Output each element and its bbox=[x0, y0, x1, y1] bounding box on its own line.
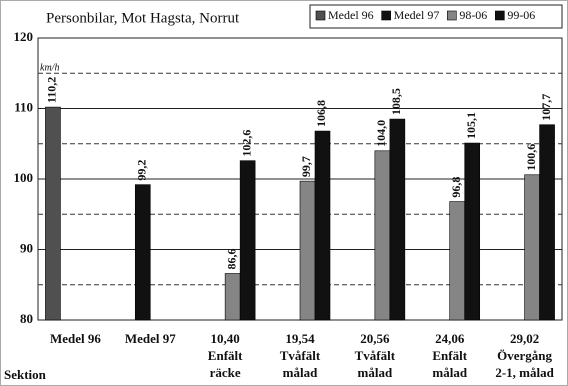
bar bbox=[45, 106, 61, 321]
bar bbox=[134, 184, 151, 321]
y-tick-label: 120 bbox=[14, 29, 34, 44]
y-tick-label: 90 bbox=[20, 240, 33, 255]
chart-title: Personbilar, Mot Hagsta, Norrut bbox=[46, 10, 240, 26]
x-tick-label: målad bbox=[283, 365, 318, 380]
legend-label: 98-06 bbox=[459, 8, 487, 22]
x-tick-label: Enfält bbox=[432, 348, 467, 363]
x-tick-label: 24,06 bbox=[435, 331, 465, 346]
x-tick-label: målad bbox=[358, 365, 393, 380]
value-label: 99,2 bbox=[135, 160, 149, 181]
x-tick-label: 19,54 bbox=[285, 331, 315, 346]
x-tick-label: Tvåfält bbox=[280, 348, 321, 363]
value-label: 105,1 bbox=[464, 112, 478, 139]
bar bbox=[524, 174, 540, 321]
x-tick-label: 29,02 bbox=[510, 331, 539, 346]
bar bbox=[449, 201, 466, 321]
bar bbox=[374, 150, 391, 321]
value-label: 106,8 bbox=[314, 100, 328, 127]
bar bbox=[239, 160, 256, 321]
value-label: 86,6 bbox=[224, 248, 238, 269]
value-label: 110,2 bbox=[45, 77, 59, 103]
value-label: 96,8 bbox=[449, 177, 463, 198]
legend-label: Medel 96 bbox=[328, 8, 374, 22]
x-tick-label: Övergång bbox=[497, 348, 552, 363]
y-tick-label: 100 bbox=[14, 170, 34, 185]
x-tick-label: 2-1, målad bbox=[495, 365, 554, 380]
legend-label: 99-06 bbox=[507, 8, 535, 22]
value-label: 104,0 bbox=[374, 120, 388, 147]
y-axis-label: km/h bbox=[40, 62, 59, 73]
bar bbox=[464, 142, 481, 321]
bar bbox=[389, 118, 406, 321]
x-tick-label: målad bbox=[432, 365, 467, 380]
bar bbox=[224, 273, 241, 321]
legend-swatch bbox=[495, 10, 505, 21]
x-tick-label: Tvåfält bbox=[355, 348, 396, 363]
legend-swatch bbox=[381, 10, 391, 21]
value-label: 107,7 bbox=[539, 94, 553, 121]
x-tick-label: 20,56 bbox=[360, 331, 390, 346]
bar bbox=[314, 130, 331, 321]
x-tick-label: räcke bbox=[210, 365, 241, 380]
x-axis-label: Sektion bbox=[4, 367, 47, 382]
legend-label: Medel 97 bbox=[394, 8, 440, 22]
bar bbox=[539, 124, 555, 321]
value-label: 100,6 bbox=[524, 144, 538, 171]
value-label: 102,6 bbox=[239, 130, 253, 157]
legend-swatch bbox=[315, 10, 326, 21]
bar bbox=[299, 180, 316, 321]
x-tick-label: Medel 97 bbox=[125, 331, 176, 346]
x-tick-label: 10,40 bbox=[211, 331, 240, 346]
x-tick-label: Enfält bbox=[208, 348, 243, 363]
value-label: 108,5 bbox=[389, 88, 403, 115]
y-tick-label: 80 bbox=[20, 311, 33, 326]
legend-swatch bbox=[447, 10, 457, 21]
y-tick-label: 110 bbox=[14, 99, 33, 114]
x-tick-label: Medel 96 bbox=[50, 331, 101, 346]
value-label: 99,7 bbox=[299, 156, 313, 177]
